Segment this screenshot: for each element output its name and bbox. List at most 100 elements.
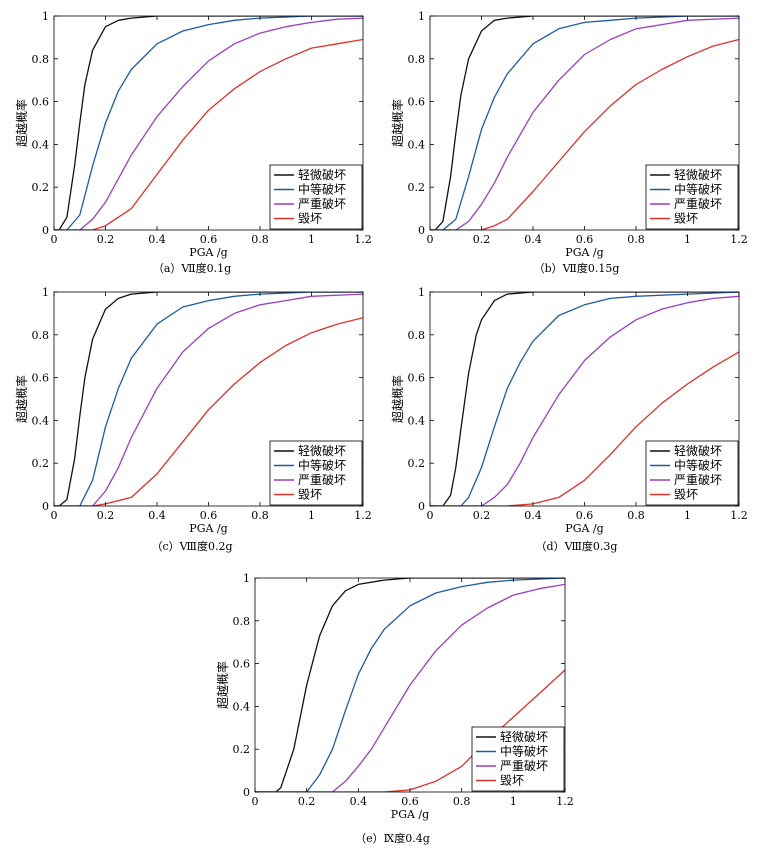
series-line-4: [255, 669, 565, 792]
chart-b: 0 0.2 0.4 0.6 0.8 1 1.2 0 0.2 0.4 0.6 0.8 1 PGA /g 超越概…: [390, 10, 748, 259]
x-tick-label: 1.2: [556, 795, 574, 808]
series-line-1: [54, 16, 363, 230]
y-tick-label: 1: [42, 10, 49, 23]
x-tick-label: 1.2: [730, 233, 748, 246]
y-tick-label: 0.4: [408, 414, 426, 427]
series-line-4: [430, 351, 739, 506]
x-tick-label: 0: [51, 233, 58, 246]
x-tick-label: 0.6: [401, 795, 419, 808]
x-tick-label: 0.6: [200, 509, 218, 522]
chart-a: 0 0.2 0.4 0.6 0.8 1 1.2 0 0.2 0.4 0.6 0.8 1 PGA /g 超越概…: [14, 10, 372, 259]
x-tick-label: 0.4: [524, 509, 542, 522]
y-tick-label: 0.8: [32, 329, 50, 342]
y-tick-label: 0.6: [32, 372, 50, 385]
series-group: [255, 578, 565, 792]
x-tick-label: 0: [427, 233, 434, 246]
y-tick-label: 1: [418, 10, 425, 23]
x-tick-label: 1: [510, 795, 517, 808]
y-axis-label: 超越概率: [14, 375, 29, 423]
legend-label-2: 中等破坏: [298, 458, 346, 473]
series-line-1: [430, 292, 739, 506]
legend-label-1: 轻微破坏: [298, 443, 346, 458]
chart-c: 0 0.2 0.4 0.6 0.8 1 1.2 0 0.2 0.4 0.6 0.8 1 PGA /g 超越概…: [14, 286, 372, 535]
chart-panel-e: 0 0.2 0.4 0.6 0.8 1 1.2 0 0.2 0.4 0.6 0.8 1 PGA /g 超越概…: [200, 566, 585, 850]
chart-d: 0 0.2 0.4 0.6 0.8 1 1.2 0 0.2 0.4 0.6 0.8 1 PGA /g 超越概…: [390, 286, 748, 535]
x-tick-label: 0.2: [298, 795, 316, 808]
y-tick-label: 0.6: [233, 658, 251, 671]
x-axis-label: PGA /g: [565, 246, 603, 259]
legend-label-1: 轻微破坏: [674, 167, 722, 182]
x-tick-label: 0.8: [251, 509, 269, 522]
x-tick-label: 0.2: [97, 233, 115, 246]
y-tick-label: 0.4: [408, 138, 426, 151]
x-tick-label: 0.8: [251, 233, 269, 246]
x-tick-label: 0: [427, 509, 434, 522]
legend-label-3: 严重破坏: [298, 196, 346, 211]
y-tick-label: 1: [243, 572, 250, 585]
legend-label-2: 中等破坏: [674, 458, 722, 473]
x-tick-label: 1: [308, 233, 315, 246]
x-tick-label: 0: [51, 509, 58, 522]
series-line-2: [255, 578, 565, 792]
legend-label-1: 轻微破坏: [674, 443, 722, 458]
x-tick-label: 1.2: [354, 233, 372, 246]
y-tick-label: 0.2: [408, 181, 426, 194]
y-tick-label: 0.2: [408, 457, 426, 470]
series-line-3: [54, 293, 363, 506]
y-tick-label: 0: [418, 224, 425, 237]
series-group: [430, 16, 739, 230]
series-line-4: [54, 38, 363, 230]
caption-b: （b）Ⅶ度0.15g: [533, 262, 620, 275]
chart-panel-a: 0 0.2 0.4 0.6 0.8 1 1.2 0 0.2 0.4 0.6 0.8 1 PGA /g 超越概…: [0, 0, 384, 275]
x-tick-label: 1: [684, 233, 691, 246]
x-tick-label: 0.4: [524, 233, 542, 246]
legend-label-1: 轻微破坏: [298, 167, 346, 182]
caption-d: （d）Ⅷ度0.3g: [535, 540, 618, 553]
y-tick-label: 0: [42, 224, 49, 237]
legend-label-4: 毁坏: [298, 487, 322, 502]
caption-a: （a）Ⅶ度0.1g: [152, 262, 232, 275]
legend-label-4: 毁坏: [500, 773, 524, 788]
legend-label-3: 严重破坏: [674, 196, 722, 211]
chart-panel-d: 0 0.2 0.4 0.6 0.8 1 1.2 0 0.2 0.4 0.6 0.8 1 PGA /g 超越概…: [384, 278, 769, 553]
y-tick-label: 0.2: [32, 181, 50, 194]
x-tick-label: 0.4: [350, 795, 368, 808]
y-tick-label: 0.6: [408, 372, 426, 385]
y-tick-label: 0.6: [32, 96, 50, 109]
series-group: [430, 292, 739, 506]
y-tick-label: 0: [243, 786, 250, 799]
x-tick-label: 0.4: [148, 509, 166, 522]
y-tick-label: 0.8: [32, 53, 50, 66]
y-tick-label: 0.8: [408, 329, 426, 342]
y-tick-label: 0: [418, 500, 425, 513]
x-tick-label: 0.6: [576, 233, 594, 246]
legend-label-3: 严重破坏: [674, 472, 722, 487]
series-line-4: [430, 38, 739, 230]
series-line-3: [430, 17, 739, 230]
series-line-1: [430, 16, 739, 230]
x-tick-label: 0.6: [576, 509, 594, 522]
series-group: [54, 16, 363, 230]
y-tick-label: 0: [42, 500, 49, 513]
x-axis-label: PGA /g: [189, 246, 227, 259]
y-tick-label: 0.8: [233, 615, 251, 628]
x-tick-label: 0.8: [453, 795, 471, 808]
x-tick-label: 0.8: [627, 233, 645, 246]
series-line-2: [430, 292, 739, 506]
series-line-3: [255, 583, 565, 792]
y-tick-label: 1: [418, 286, 425, 299]
series-line-1: [255, 578, 565, 792]
x-tick-label: 0: [252, 795, 259, 808]
x-tick-label: 1: [308, 509, 315, 522]
legend-label-4: 毁坏: [674, 487, 698, 502]
series-line-1: [54, 292, 363, 506]
y-axis-label: 超越概率: [215, 661, 230, 709]
series-line-2: [54, 16, 363, 230]
x-tick-label: 0.4: [148, 233, 166, 246]
legend-label-1: 轻微破坏: [500, 729, 548, 744]
x-tick-label: 1: [684, 509, 691, 522]
